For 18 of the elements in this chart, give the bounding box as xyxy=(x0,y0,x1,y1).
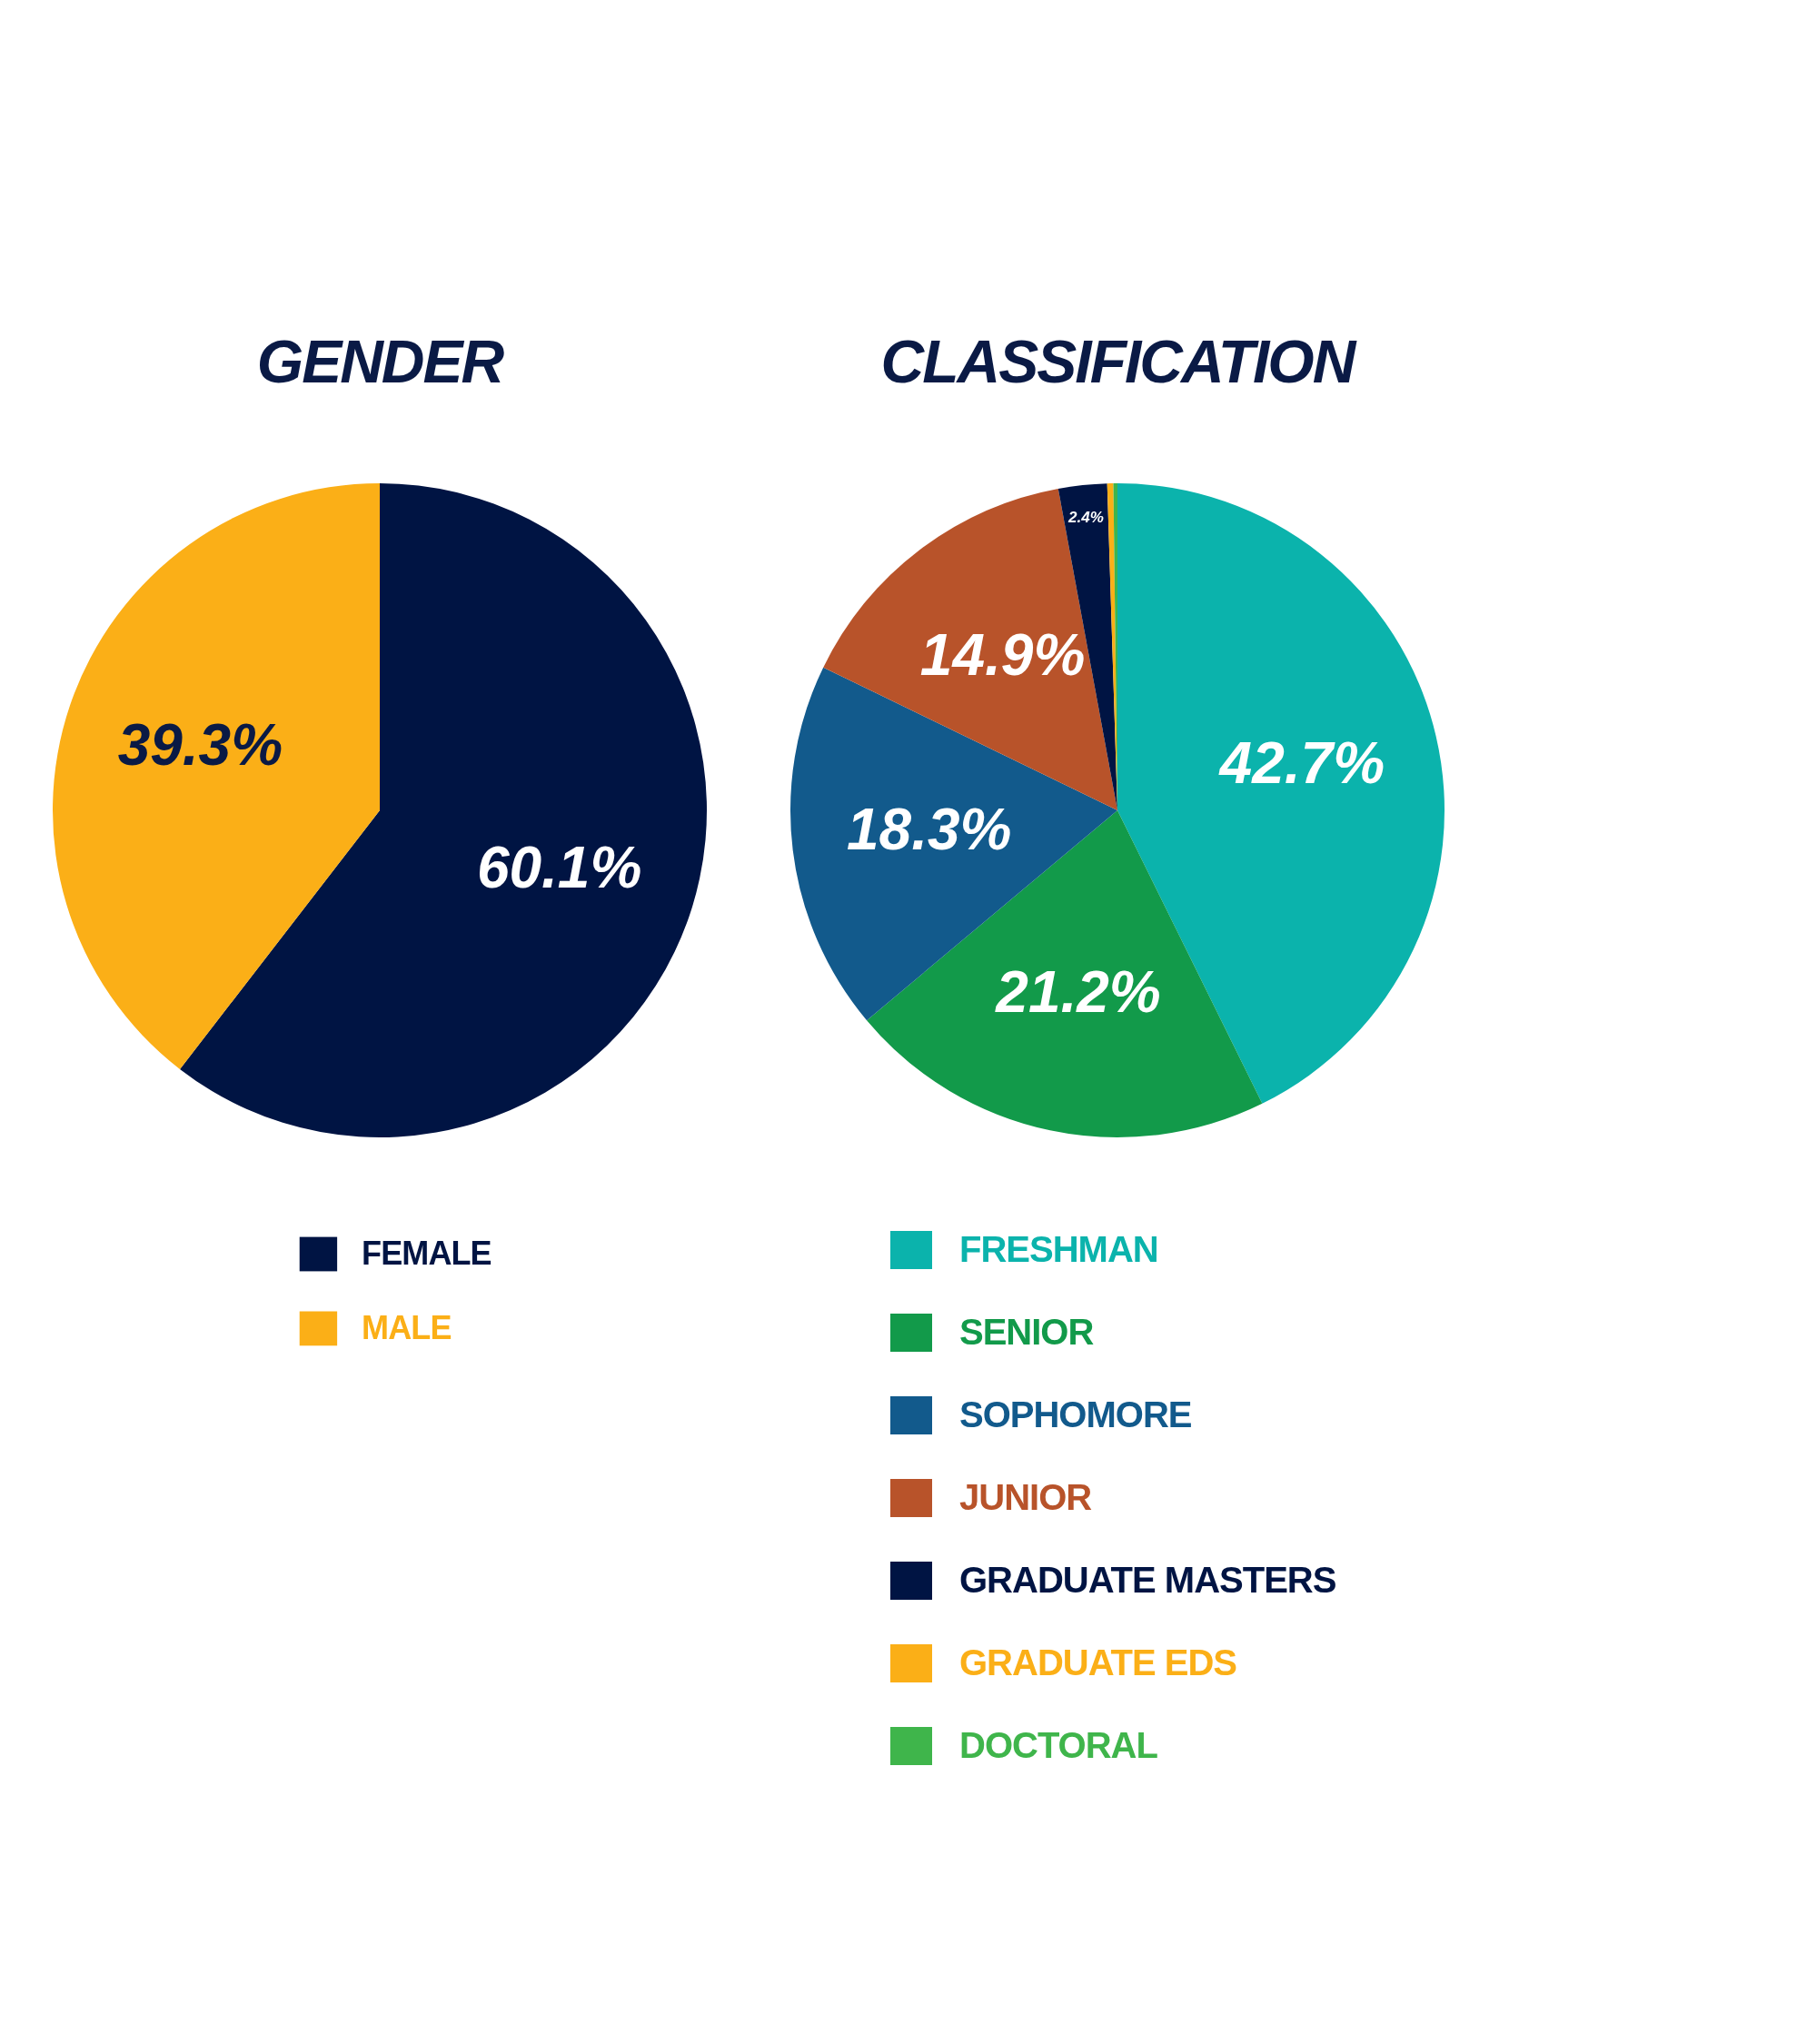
legend-label: GRADUATE EDS xyxy=(959,1642,1237,1683)
data-label: 2.4% xyxy=(1067,508,1104,526)
data-label: 42.7% xyxy=(1217,730,1385,797)
legend-label: FRESHMAN xyxy=(959,1229,1158,1270)
legend-label: DOCTORAL xyxy=(959,1725,1157,1766)
data-label: 14.9% xyxy=(919,622,1086,689)
data-label: 18.3% xyxy=(847,797,1012,863)
chart-title: GENDER xyxy=(255,327,504,396)
legend-label: SOPHOMORE xyxy=(959,1394,1192,1435)
legend-label: GRADUATE MASTERS xyxy=(959,1560,1336,1601)
data-label: 21.2% xyxy=(995,958,1161,1025)
data-label: 39.3% xyxy=(117,712,283,779)
chart-title: CLASSIFICATION xyxy=(879,327,1357,396)
legend-label: SENIOR xyxy=(959,1312,1094,1353)
data-label: 60.1% xyxy=(476,835,642,901)
legend-label: JUNIOR xyxy=(959,1477,1092,1518)
legend-label: FEMALE xyxy=(362,1235,491,1273)
legend-label: MALE xyxy=(362,1309,452,1347)
